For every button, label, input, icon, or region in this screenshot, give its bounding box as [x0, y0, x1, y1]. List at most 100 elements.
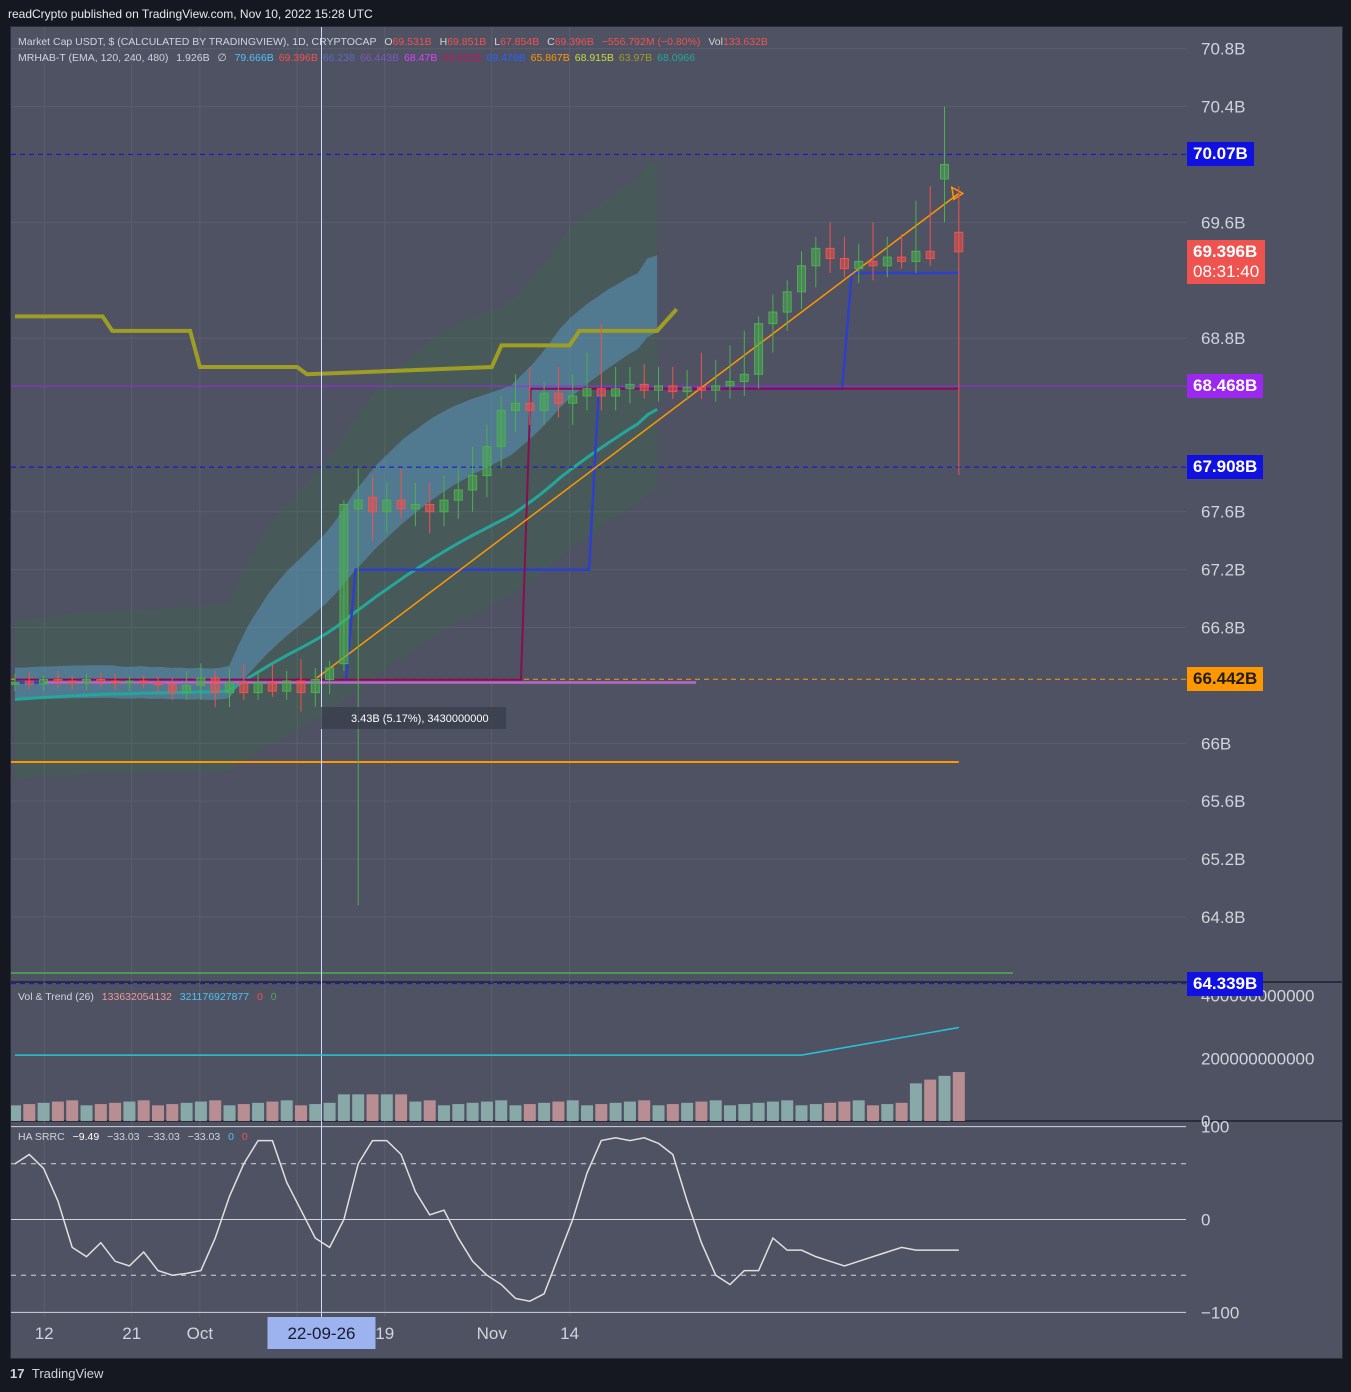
volume-bar — [738, 1104, 751, 1121]
candle-body — [539, 392, 549, 411]
candle-body — [210, 677, 220, 694]
candle-body — [668, 385, 678, 393]
volume-bar — [881, 1104, 894, 1121]
volume-y-tick: 200000000000 — [1201, 1049, 1314, 1068]
volume-bar — [423, 1100, 436, 1121]
volume-bar — [566, 1100, 579, 1121]
indicator-value-0: 79.666B — [234, 52, 274, 64]
y-tick-label: 65.6B — [1201, 792, 1245, 811]
volume-bar — [623, 1101, 636, 1121]
candle-body — [11, 681, 20, 685]
indicator-value-3: 66.443B — [359, 52, 400, 64]
ha-srrc-line — [14, 1137, 959, 1303]
volume-bar — [538, 1102, 551, 1121]
trend-step-line — [15, 307, 679, 377]
volume-bar — [724, 1105, 737, 1121]
volume-value: 133.632B — [722, 36, 768, 48]
volume-bar — [809, 1104, 822, 1121]
tradingview-brand: TradingView — [31, 1366, 104, 1381]
volume-bar — [781, 1100, 794, 1121]
candle-body — [911, 250, 921, 262]
candle-body — [854, 260, 864, 270]
candle-body — [253, 681, 263, 694]
candle-body — [296, 680, 306, 694]
candle-body — [153, 681, 163, 685]
price-tag: 64.339B — [1187, 971, 1264, 996]
y-tick-label: 67.2B — [1201, 561, 1245, 580]
candle-body — [124, 680, 134, 684]
candle-body — [24, 680, 34, 685]
volume-bar — [709, 1100, 722, 1121]
candle-body — [954, 231, 964, 253]
change-value: −556.792M (−0.80%) — [601, 36, 701, 48]
candle-body — [897, 256, 907, 262]
y-tick-label: 66.8B — [1201, 618, 1245, 637]
publisher-header: readCrypto published on TradingView.com,… — [8, 7, 373, 21]
volume-bar — [309, 1104, 322, 1121]
candle-body — [839, 258, 849, 270]
chart-svg[interactable]: 3.43B (5.17%), 3430000000 70.8B 70.4B 69.6B… — [11, 27, 1342, 1358]
candle-body — [868, 260, 878, 267]
candle-body — [825, 247, 835, 260]
indicator-value-8: 68.915B — [574, 52, 614, 64]
volume-bar — [552, 1101, 565, 1121]
candle-body — [525, 402, 535, 411]
volume-bar — [838, 1101, 851, 1121]
candle-body — [625, 383, 635, 390]
volume-bar — [509, 1105, 522, 1121]
volume-bar — [109, 1102, 122, 1121]
volume-bar — [11, 1105, 21, 1121]
candle-body — [882, 256, 892, 267]
crosshair-date: 22-09-26 — [287, 1324, 355, 1343]
tradingview-footer[interactable]: 17 TradingView — [10, 1366, 103, 1381]
candle-body — [782, 291, 792, 313]
candle-body — [67, 680, 77, 684]
high-value: 69.851B — [447, 36, 487, 48]
indicator-value-9: 63.97B — [618, 52, 653, 64]
volume-bar — [266, 1101, 279, 1121]
y-tick-label: 65.2B — [1201, 850, 1245, 869]
volume-bar — [80, 1105, 93, 1121]
candle-body — [167, 683, 177, 694]
candle-body — [196, 677, 206, 686]
indicator-value-1: 69.396B — [278, 52, 318, 64]
volume-bar — [223, 1105, 236, 1121]
candle-body — [482, 446, 492, 477]
measure-box — [321, 707, 506, 729]
volume-legend: Vol & Trend (26) 133632054132 3211769278… — [18, 991, 277, 1003]
orange-trendline — [316, 192, 960, 679]
candle-body — [696, 386, 706, 391]
volume-bar — [194, 1101, 207, 1121]
volume-bar — [166, 1104, 179, 1121]
candle-body — [611, 388, 621, 397]
volume-bar — [366, 1094, 379, 1121]
volume-bar — [895, 1102, 908, 1121]
volume-bar — [581, 1105, 594, 1121]
y-tick-label: 70.8B — [1201, 40, 1245, 59]
volume-bar — [295, 1105, 308, 1121]
candle-body — [82, 679, 92, 683]
volume-bar — [523, 1104, 536, 1121]
candle-body — [754, 323, 764, 375]
open-value: 69.531B — [392, 36, 432, 48]
trendline-arrow — [950, 186, 965, 201]
price-tag: 66.442B — [1187, 667, 1264, 692]
indicator-value-4: 68.47B — [404, 52, 438, 64]
indicator-name: MRHAB-T (EMA, 120, 240, 480) — [18, 52, 169, 64]
candle-body — [925, 250, 935, 260]
volume-bar — [466, 1102, 479, 1121]
volume-bar — [795, 1105, 808, 1121]
volume-bar — [409, 1101, 422, 1121]
candle-body — [654, 385, 664, 391]
x-tick-label: Oct — [187, 1324, 214, 1343]
candle-body — [811, 247, 821, 267]
chart-frame[interactable]: 3.43B (5.17%), 3430000000 70.8B 70.4B 69.6B… — [10, 26, 1343, 1359]
candle-body — [439, 499, 449, 513]
ema-ribbon — [15, 255, 658, 700]
volume-bar — [495, 1100, 508, 1121]
volume-bar — [438, 1105, 451, 1121]
price-tag: 67.908B — [1187, 455, 1264, 480]
volume-bar — [480, 1101, 493, 1121]
ha-y-tick: 0 — [1201, 1211, 1210, 1230]
volume-bar — [695, 1101, 708, 1121]
